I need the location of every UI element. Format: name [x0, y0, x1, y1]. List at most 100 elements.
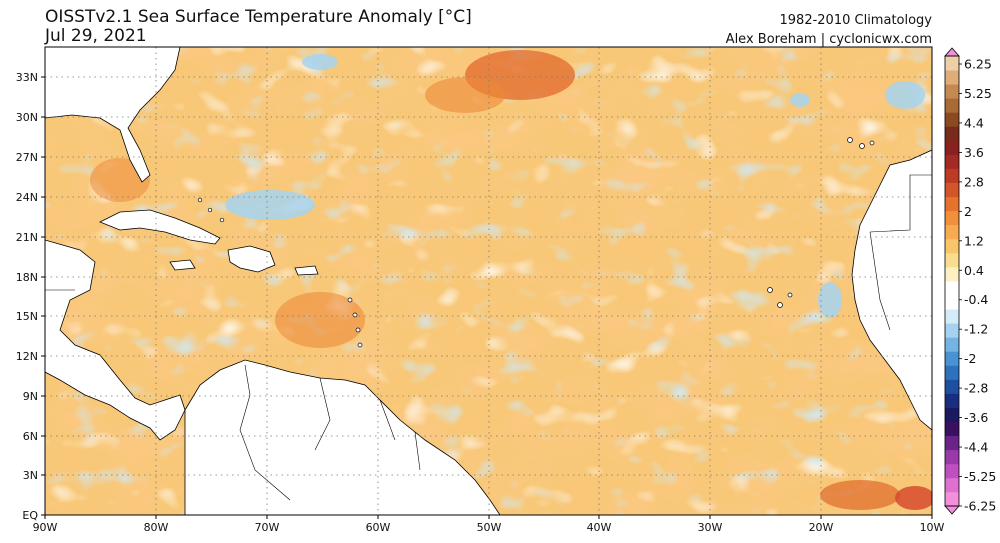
border-western-sahara	[869, 174, 932, 233]
latitude-axis: EQ 3N 6N 9N 12N 15N 18N 21N 24N 27N 30N …	[16, 71, 45, 522]
graticule	[45, 47, 932, 515]
colorbar-cell	[945, 154, 959, 169]
warm-core-gulf-guinea	[820, 480, 900, 510]
warm-core-caribbean	[275, 292, 365, 348]
colorbar-frame	[944, 55, 960, 507]
colorbar-label: 6.25	[964, 57, 992, 72]
land-central-america	[45, 239, 186, 441]
island-lesser-antilles-3	[355, 327, 361, 333]
colorbar-max-arrow	[944, 47, 960, 57]
border-guyana-suriname	[379, 399, 396, 441]
island-bahamas-1	[197, 197, 203, 203]
colorbar-cell	[945, 281, 959, 296]
cool-patch-north	[302, 54, 338, 70]
colorbar-cell	[945, 421, 959, 437]
colorbar-label: 1.2	[964, 233, 984, 248]
colorbar: 6.25 5.25 4.4 3.6 2.8 2 1.2 0.4 -0.4 -1.2 -2 -2.8 -3…	[944, 47, 996, 515]
island-cape-verde-3	[787, 292, 793, 298]
cool-patch-northeast	[885, 81, 925, 109]
colorbar-label: -6.25	[964, 499, 996, 514]
island-canaries-1	[847, 137, 853, 143]
colorbar-cell	[945, 449, 959, 465]
lon-tick-label: 30W	[698, 521, 723, 534]
colorbar-label: 3.6	[964, 145, 984, 160]
colorbar-cell	[945, 379, 959, 394]
border-mauritania	[869, 231, 891, 331]
border-suriname-guiana	[414, 431, 421, 471]
map-title: OISSTv2.1 Sea Surface Temperature Anomal…	[45, 8, 472, 46]
lon-tick-label: 80W	[144, 521, 169, 534]
colorbar-labels: 6.25 5.25 4.4 3.6 2.8 2 1.2 0.4 -0.4 -1.2 -2 -2.8 -3…	[959, 57, 996, 514]
land-jamaica	[169, 259, 196, 271]
colorbar-cell	[945, 98, 959, 113]
colorbar-label: -3.6	[964, 410, 988, 425]
colorbar-cell	[945, 491, 959, 507]
lat-tick-label: 33N	[16, 71, 38, 84]
lon-tick-label: 20W	[809, 521, 834, 534]
island-lesser-antilles-1	[347, 297, 353, 303]
lat-tick-label: 15N	[16, 310, 38, 323]
colorbar-cell	[945, 309, 959, 324]
lon-tick-label: 70W	[255, 521, 280, 534]
country-borders	[45, 174, 932, 501]
colorbar-cell	[945, 224, 959, 240]
title-product: OISSTv2.1 Sea Surface Temperature Anomal…	[45, 7, 472, 27]
colorbar-label: 0.4	[964, 263, 984, 278]
colorbar-label: 5.25	[964, 86, 992, 101]
colorbar-min-arrow	[944, 505, 960, 515]
colorbar-cell	[945, 435, 959, 451]
colorbar-label: 2.8	[964, 174, 984, 189]
colorbar-cell	[945, 365, 959, 380]
map-credits: 1982-2010 Climatology Alex Boreham | cyc…	[726, 11, 932, 49]
lon-tick-label: 90W	[33, 521, 58, 534]
lon-tick-label: 50W	[477, 521, 502, 534]
colorbar-cell	[945, 168, 959, 183]
colorbar-label: -2	[964, 351, 976, 366]
land-us-southeast	[45, 47, 181, 183]
colorbar-cell	[945, 351, 959, 366]
colorbar-cell	[945, 477, 959, 493]
colorbar-label: -2.8	[964, 381, 988, 396]
colorbar-cell	[945, 70, 959, 85]
lon-tick-label: 40W	[587, 521, 612, 534]
lat-tick-label: 24N	[16, 191, 38, 204]
longitude-axis: 90W 80W 70W 60W 50W 40W 30W 20W 10W	[33, 515, 945, 534]
land-hispaniola	[227, 245, 276, 273]
colorbar-label: -5.25	[964, 469, 996, 484]
land-cuba	[99, 209, 221, 245]
colorbar-cell	[945, 238, 959, 254]
land-south-america	[184, 359, 501, 515]
lat-tick-label: 27N	[16, 151, 38, 164]
warm-core-east	[895, 486, 932, 510]
colorbar-cell	[945, 407, 959, 423]
colorbar-label: 4.4	[964, 115, 984, 130]
island-bahamas-2	[207, 207, 213, 213]
cool-patch-azores	[790, 93, 810, 107]
island-lesser-antilles-4	[357, 342, 363, 348]
colorbar-cell	[945, 196, 959, 212]
island-canaries-3	[869, 140, 875, 146]
cool-patch-bahamas	[225, 190, 315, 220]
anomaly-field	[45, 47, 932, 515]
colorbar-label: 2	[964, 204, 972, 219]
island-bahamas-3	[219, 217, 225, 223]
lat-tick-label: 6N	[23, 430, 38, 443]
land-puerto-rico	[294, 265, 319, 276]
climatology-label: 1982-2010 Climatology	[779, 13, 932, 28]
colorbar-cell	[945, 295, 959, 310]
colorbar-cell	[945, 393, 959, 408]
border-venezuela-colombia	[239, 364, 291, 501]
cool-patch-capeverde	[818, 282, 842, 318]
colorbar-cell	[945, 463, 959, 479]
colorbar-cell	[945, 56, 959, 71]
colorbar-label: -4.4	[964, 440, 988, 455]
colorbar-cell	[945, 323, 959, 338]
lat-tick-label: 18N	[16, 271, 38, 284]
island-canaries-2	[859, 143, 865, 149]
lat-tick-label: 12N	[16, 350, 38, 363]
title-date: Jul 29, 2021	[45, 26, 147, 46]
warm-core-north-b	[425, 77, 505, 113]
colorbar-label: -1.2	[964, 322, 988, 337]
colorbar-cell	[945, 84, 959, 99]
